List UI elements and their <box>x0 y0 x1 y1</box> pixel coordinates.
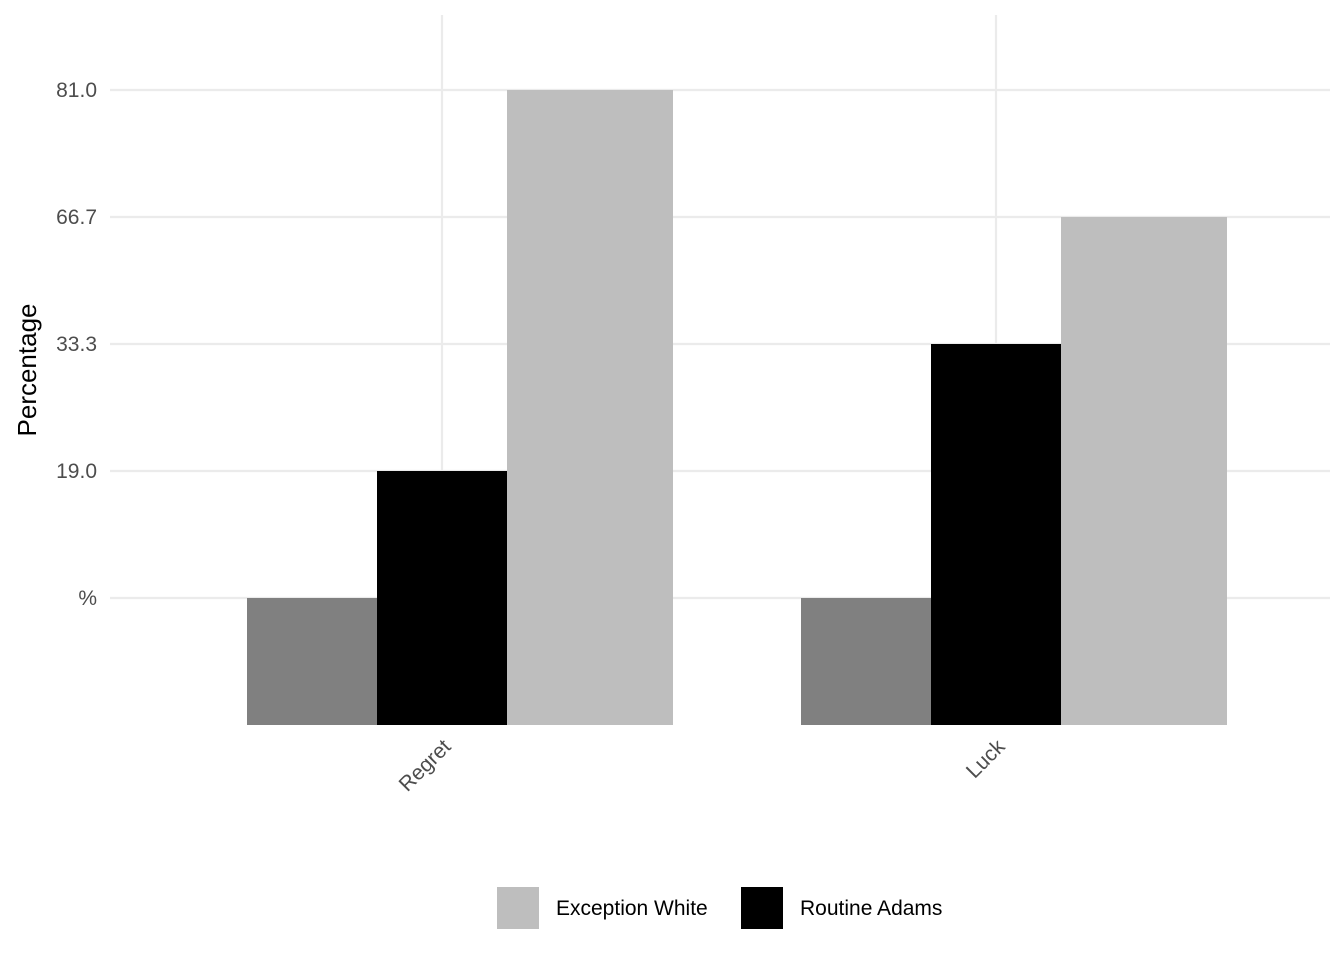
y-tick-labels: % 19.0 33.3 66.7 81.0 <box>56 79 97 610</box>
x-tick-labels: Regret Luck <box>395 735 1010 796</box>
bar-luck-1 <box>931 344 1061 725</box>
y-tick-label: 33.3 <box>56 333 97 356</box>
bar-luck-2 <box>1061 217 1227 725</box>
bar-luck-0 <box>801 598 931 725</box>
y-tick-label: 81.0 <box>56 79 97 102</box>
y-tick-label: 19.0 <box>56 460 97 483</box>
bar-regret-2 <box>507 90 673 725</box>
legend-label: Exception White <box>556 897 708 920</box>
grid-layer <box>110 15 1330 725</box>
legend: Exception White Routine Adams <box>497 887 942 929</box>
bar-regret-0 <box>247 598 377 725</box>
y-axis-title: Percentage <box>12 304 42 437</box>
y-tick-label: % <box>78 587 97 610</box>
x-tick-label: Regret <box>395 735 456 796</box>
bars-layer <box>247 90 1227 725</box>
x-tick-label: Luck <box>962 735 1010 783</box>
y-tick-label: 66.7 <box>56 206 97 229</box>
legend-swatch <box>741 887 783 929</box>
bar-regret-1 <box>377 471 507 725</box>
legend-label: Routine Adams <box>800 897 942 920</box>
legend-swatch <box>497 887 539 929</box>
